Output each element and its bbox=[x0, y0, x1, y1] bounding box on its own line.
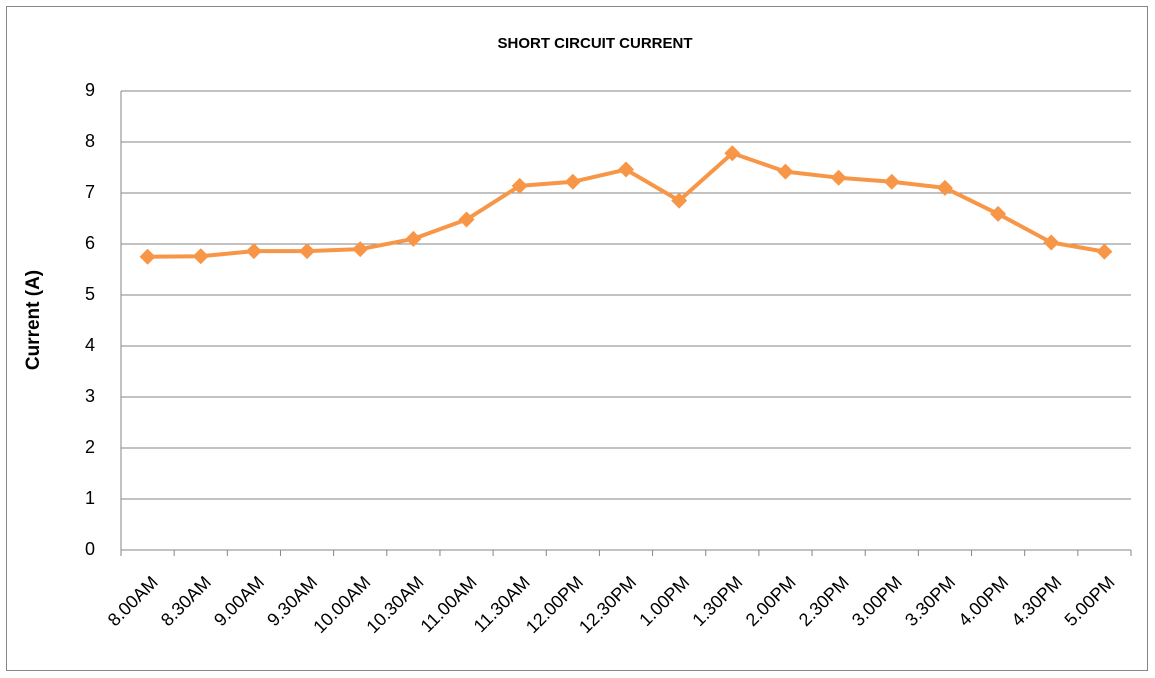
y-tick-label: 7 bbox=[85, 182, 95, 202]
y-tick-label: 1 bbox=[85, 488, 95, 508]
marker bbox=[192, 248, 209, 265]
marker bbox=[564, 173, 581, 190]
marker bbox=[1096, 243, 1113, 260]
marker bbox=[352, 241, 369, 258]
marker bbox=[511, 177, 528, 194]
marker bbox=[458, 211, 475, 228]
marker bbox=[830, 169, 847, 186]
chart-border bbox=[6, 6, 1148, 671]
marker bbox=[1043, 234, 1060, 251]
marker bbox=[405, 230, 422, 247]
y-tick-label: 0 bbox=[85, 539, 95, 559]
y-tick-label: 2 bbox=[85, 437, 95, 457]
marker bbox=[724, 145, 741, 162]
marker bbox=[618, 161, 634, 178]
marker bbox=[671, 192, 688, 209]
y-tick-label: 5 bbox=[85, 284, 95, 304]
y-tick-label: 8 bbox=[85, 131, 95, 151]
marker bbox=[299, 243, 316, 260]
y-tick-label: 4 bbox=[85, 335, 95, 355]
marker bbox=[139, 248, 156, 265]
chart-title: SHORT CIRCUIT CURRENT bbox=[498, 35, 693, 52]
marker bbox=[777, 163, 794, 180]
marker bbox=[990, 205, 1007, 222]
marker bbox=[883, 173, 900, 190]
marker bbox=[245, 243, 262, 260]
y-tick-label: 6 bbox=[85, 233, 95, 253]
y-axis-title: Current (A) bbox=[23, 270, 44, 370]
marker bbox=[936, 179, 953, 196]
y-tick-label: 9 bbox=[85, 80, 95, 100]
y-tick-label: 3 bbox=[85, 386, 95, 406]
